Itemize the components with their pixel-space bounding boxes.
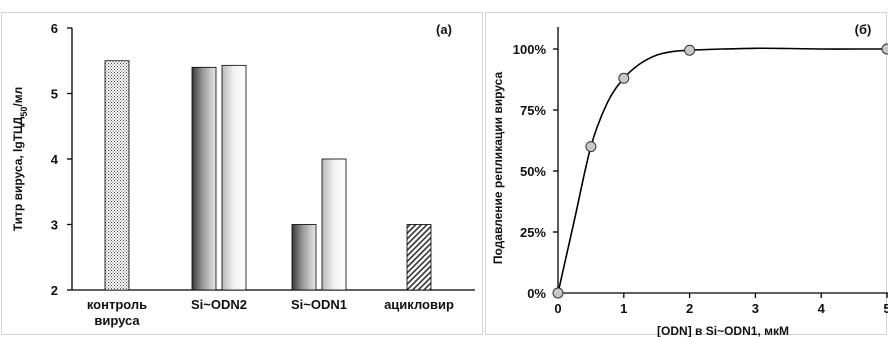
chart-a-panel-label: (a) (436, 22, 452, 37)
chart-a-category-label: контроль (87, 297, 147, 312)
chart-b-panel-label: (б) (855, 22, 872, 37)
chart-a-category-label: Si~ODN1 (291, 297, 347, 312)
chart-b-x-tick-label: 2 (686, 301, 693, 316)
chart-a-y-tick-label: 6 (51, 21, 58, 36)
chart-a-bar (291, 224, 317, 291)
chart-b-y-tick-label: 100% (513, 42, 547, 57)
chart-b-y-tick-label: 25% (520, 225, 546, 240)
chart-b-x-tick-label: 1 (620, 301, 627, 316)
chart-b-point (618, 72, 630, 84)
chart-b-x-tick-label: 4 (818, 301, 826, 316)
chart-b-series-line (557, 47, 887, 294)
chart-b-x-tick-label: 5 (883, 301, 888, 316)
chart-b-point (684, 44, 696, 56)
chart-b-y-tick-label: 50% (520, 164, 546, 179)
chart-a-y-tick-label: 3 (51, 218, 58, 233)
chart-a-category-label-line2: вируса (94, 313, 140, 328)
chart-b-point (881, 43, 888, 55)
chart-b-frame (485, 12, 887, 335)
chart-b-points (552, 43, 888, 299)
chart-a-bar (406, 224, 432, 291)
chart-a-category-label: Si~ODN2 (191, 297, 247, 312)
chart-b-y-tick-label: 0% (527, 286, 546, 301)
chart-a-y-ticks: 2 3 4 5 6 (51, 21, 72, 298)
chart-a-frame (1, 12, 483, 335)
chart-a-y-tick-label: 4 (51, 152, 59, 167)
chart-b-x-tick-label: 3 (752, 301, 759, 316)
chart-a-y-tick-label: 2 (51, 283, 58, 298)
chart-a-bar (104, 60, 130, 291)
chart-a-y-axis-label: Титр вируса, lgТЦД50/мл (11, 87, 29, 231)
chart-b-y-axis-label: Подавление репликации вируса (491, 72, 505, 265)
chart-b-x-tick-label: 0 (554, 301, 561, 316)
chart-b-y-ticks: 0% 25% 50% 75% 100% (513, 42, 558, 301)
chart-b-point (552, 287, 564, 299)
chart-panel-b: 0% 25% 50% 75% 100% 0 1 2 3 4 5 (б) Подавление ре… (485, 12, 888, 337)
chart-a-category-label: ацикловир (384, 297, 454, 312)
chart-b-x-axis-label: [ODN] в Si~ODN1, мкМ (657, 324, 789, 337)
chart-a-bar (221, 64, 247, 291)
chart-b-x-ticks: 0 1 2 3 4 5 (554, 293, 888, 316)
chart-b-point (585, 141, 597, 153)
chart-a-y-tick-label: 5 (51, 87, 58, 102)
chart-a-bar (321, 158, 347, 291)
chart-a-bar (191, 66, 217, 291)
chart-b-y-tick-label: 75% (520, 103, 546, 118)
chart-a-bars (104, 60, 432, 291)
